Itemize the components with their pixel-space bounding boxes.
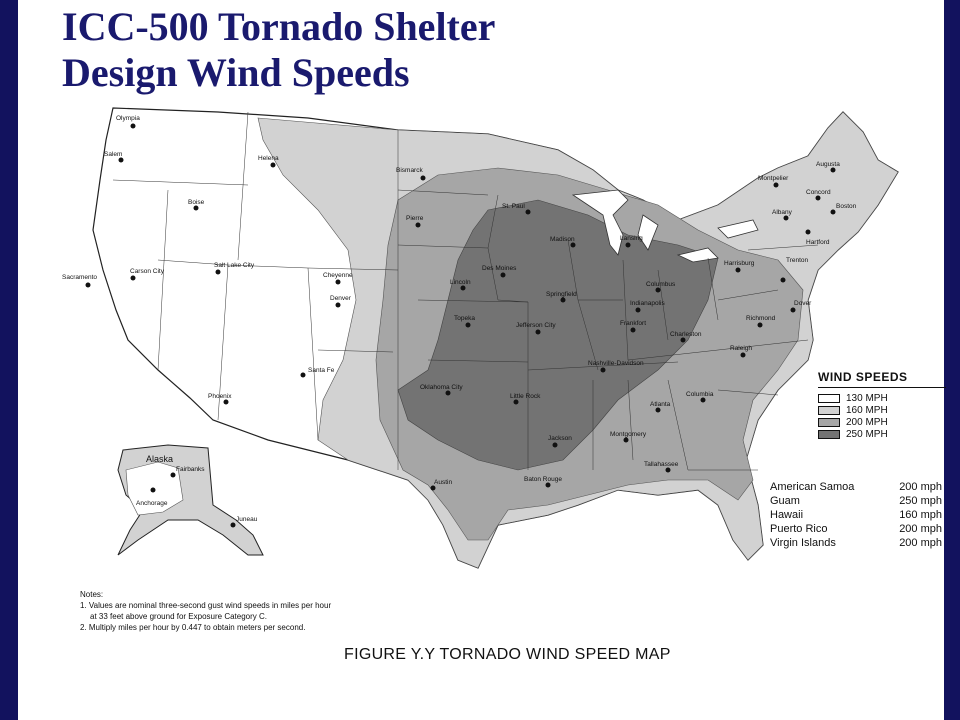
city-label-jackson: Jackson xyxy=(548,435,572,442)
city-label-salt-lake-city: Salt Lake City xyxy=(214,262,255,269)
city-label-hartford: Hartford xyxy=(806,239,830,246)
city-label-little-rock: Little Rock xyxy=(510,393,541,400)
territory-name: Guam xyxy=(770,495,800,507)
territory-speed: 250 mph xyxy=(899,495,942,507)
city-label-denver: Denver xyxy=(330,295,352,302)
territory-row: American Samoa 200 mph xyxy=(770,480,942,494)
city-label-st-paul: St. Paul xyxy=(502,203,525,210)
legend-label-250: 250 MPH xyxy=(846,429,888,440)
map-notes: Notes: 1. Values are nominal three-secon… xyxy=(80,589,331,633)
legend-item: 160 MPH xyxy=(818,405,950,416)
great-lakes xyxy=(571,189,759,263)
city-label-baton-rouge: Baton Rouge xyxy=(524,476,562,483)
slide-title: ICC-500 Tornado Shelter Design Wind Spee… xyxy=(62,4,495,96)
city-label-springfield: Springfield xyxy=(546,291,577,298)
legend-swatch-160 xyxy=(818,406,840,415)
territory-speed: 200 mph xyxy=(899,523,942,535)
legend-item: 200 MPH xyxy=(818,417,950,428)
city-labels: Olympia Salem Helena Boise Bismarck Pier… xyxy=(62,115,857,523)
city-label-raleigh: Raleigh xyxy=(730,345,752,352)
city-label-oklahoma-city: Oklahoma City xyxy=(420,384,463,391)
territory-name: American Samoa xyxy=(770,481,855,493)
note-line: 2. Multiply miles per hour by 0.447 to o… xyxy=(80,623,306,632)
city-label-harrisburg: Harrisburg xyxy=(724,260,755,267)
city-label-topeka: Topeka xyxy=(454,315,475,322)
legend-item: 130 MPH xyxy=(818,393,950,404)
wind-speed-map: Olympia Salem Helena Boise Bismarck Pier… xyxy=(62,107,899,569)
city-label-nashville-davidson: Nashville-Davidson xyxy=(588,360,644,367)
city-label-phoenix: Phoenix xyxy=(208,393,232,400)
city-label-albany: Albany xyxy=(772,209,793,216)
city-label-jefferson-city: Jefferson City xyxy=(516,322,556,329)
city-label-augusta: Augusta xyxy=(816,161,840,168)
city-label-columbus: Columbus xyxy=(646,281,676,288)
city-label-olympia: Olympia xyxy=(116,115,140,122)
territory-speed: 200 mph xyxy=(899,537,942,549)
territory-speed: 200 mph xyxy=(899,481,942,493)
territory-speed: 160 mph xyxy=(899,509,942,521)
zone-250mph xyxy=(397,199,719,471)
city-label-trenton: Trenton xyxy=(786,257,809,264)
figure-caption: FIGURE Y.Y TORNADO WIND SPEED MAP xyxy=(344,646,671,663)
territory-name: Hawaii xyxy=(770,509,804,521)
city-label-fairbanks: Fairbanks xyxy=(176,466,205,473)
legend-label-200: 200 MPH xyxy=(846,417,888,428)
capital-city-markers xyxy=(85,123,836,528)
territory-row: Virgin Islands 200 mph xyxy=(770,536,942,550)
city-label-charleston: Charleston xyxy=(670,331,702,338)
territory-row: Hawaii 160 mph xyxy=(770,508,942,522)
territory-speed-table: American Samoa 200 mph Guam 250 mph Hawa… xyxy=(770,480,942,550)
legend-divider xyxy=(818,387,946,388)
city-label-lansing: Lansing xyxy=(620,235,643,242)
legend-swatch-200 xyxy=(818,418,840,427)
territory-name: Virgin Islands xyxy=(770,537,836,549)
state-label-alaska: Alaska xyxy=(146,454,173,464)
city-label-dover: Dover xyxy=(794,300,812,307)
state-borders xyxy=(112,111,819,471)
city-label-frankfort: Frankfort xyxy=(620,320,646,327)
city-label-salem: Salem xyxy=(104,151,122,158)
city-label-atlanta: Atlanta xyxy=(650,401,671,408)
notes-heading: Notes: xyxy=(80,590,104,599)
legend-label-130: 130 MPH xyxy=(846,393,888,404)
city-label-helena: Helena xyxy=(258,155,279,162)
city-label-indianapolis: Indianapolis xyxy=(630,300,665,307)
city-label-montgomery: Montgomery xyxy=(610,431,647,438)
city-label-carson-city: Carson City xyxy=(130,268,165,275)
territory-row: Guam 250 mph xyxy=(770,494,942,508)
city-label-richmond: Richmond xyxy=(746,315,776,322)
legend-swatch-250 xyxy=(818,430,840,439)
city-label-concord: Concord xyxy=(806,189,831,196)
legend-label-160: 160 MPH xyxy=(846,405,888,416)
city-label-columbia: Columbia xyxy=(686,391,714,398)
left-border-bar xyxy=(0,0,18,720)
note-line: 1. Values are nominal three-second gust … xyxy=(80,601,332,610)
legend-item: 250 MPH xyxy=(818,429,950,440)
city-label-montpelier: Montpelier xyxy=(758,175,789,182)
wind-speed-legend: WIND SPEEDS 130 MPH 160 MPH 200 MPH 250 … xyxy=(818,370,950,441)
city-label-des-moines: Des Moines xyxy=(482,265,517,272)
city-label-pierre: Pierre xyxy=(406,215,424,222)
city-label-anchorage: Anchorage xyxy=(136,500,168,507)
legend-title: WIND SPEEDS xyxy=(818,370,908,384)
city-label-sacramento: Sacramento xyxy=(62,274,97,281)
city-label-juneau: Juneau xyxy=(236,516,258,523)
city-label-bismarck: Bismarck xyxy=(396,167,423,174)
right-border-bar xyxy=(944,0,960,720)
note-line: at 33 feet above ground for Exposure Cat… xyxy=(90,612,267,621)
city-label-tallahassee: Tallahassee xyxy=(644,461,679,468)
city-label-lincoln: Lincoln xyxy=(450,279,471,286)
territory-row: Puerto Rico 200 mph xyxy=(770,522,942,536)
city-label-cheyenne: Cheyenne xyxy=(323,272,353,279)
city-label-boston: Boston xyxy=(836,203,857,210)
city-label-boise: Boise xyxy=(188,199,205,206)
city-label-santa-fe: Santa Fe xyxy=(308,367,335,374)
slide-title-line-2: Design Wind Speeds xyxy=(62,50,410,95)
legend-swatch-130 xyxy=(818,394,840,403)
slide-title-line-1: ICC-500 Tornado Shelter xyxy=(62,4,496,49)
city-label-austin: Austin xyxy=(434,479,452,486)
city-label-madison: Madison xyxy=(550,236,575,243)
territory-name: Puerto Rico xyxy=(770,523,828,535)
